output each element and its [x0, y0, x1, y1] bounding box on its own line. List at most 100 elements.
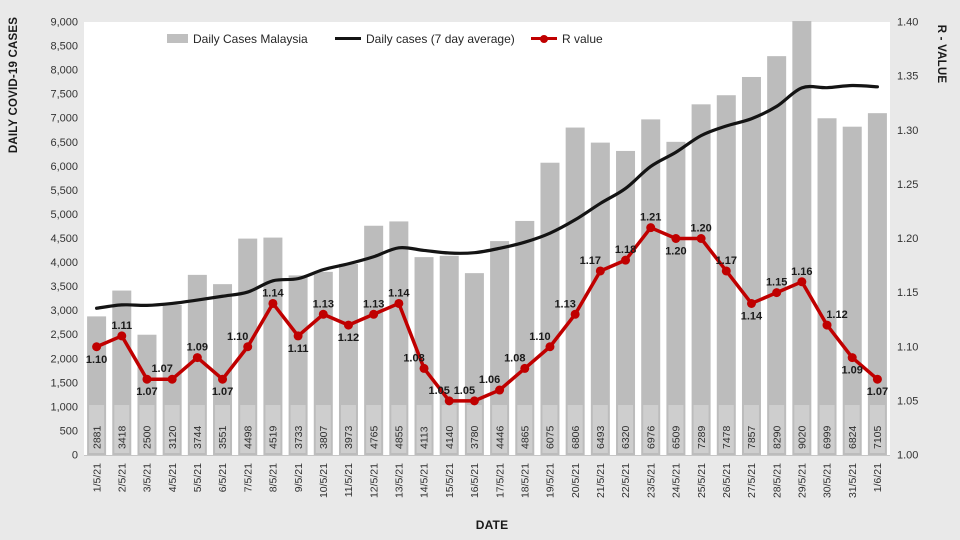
date-label: 18/5/21 [519, 463, 531, 498]
bar-value-box [542, 405, 558, 453]
r-value-point [117, 331, 127, 341]
r-value-point [671, 234, 681, 243]
date-label: 13/5/21 [394, 463, 406, 498]
bar-value-box [517, 405, 533, 453]
right-axis-tick: 1.00 [897, 450, 918, 462]
date-label: 10/5/21 [318, 463, 330, 498]
r-value-point [142, 374, 152, 384]
r-value-point [192, 353, 202, 363]
r-value-label: 1.09 [187, 342, 208, 354]
bar-value-label: 7105 [872, 425, 884, 449]
r-value-point [822, 320, 832, 330]
bar [666, 141, 686, 455]
bar-value-box [340, 405, 356, 453]
r-value-point [570, 309, 580, 319]
r-value-label: 1.07 [867, 386, 888, 398]
left-axis-tick: 4,500 [50, 233, 78, 245]
bar-value-box [492, 405, 508, 453]
bar-value-label: 3780 [469, 425, 481, 449]
bar-value-box [189, 405, 205, 453]
bar-value-label: 4140 [444, 425, 456, 449]
bar-value-label: 3973 [343, 425, 355, 449]
date-label: 2/5/21 [116, 463, 128, 492]
bar-value-box [592, 405, 608, 453]
right-axis-tick: 1.15 [897, 287, 918, 299]
r-value-point [394, 298, 404, 308]
bar-value-box [869, 405, 885, 453]
bar-value-label: 6976 [645, 425, 657, 449]
bar-value-label: 3807 [318, 425, 330, 449]
left-axis-tick: 3,500 [50, 281, 78, 293]
bar-value-box [391, 405, 407, 453]
date-label: 27/5/21 [746, 463, 758, 498]
bar-value-box [466, 405, 482, 453]
x-axis-title: DATE [475, 518, 509, 532]
date-label: 20/5/21 [570, 463, 582, 498]
right-axis-tick: 1.20 [897, 233, 918, 245]
r-value-label: 1.06 [479, 374, 500, 386]
date-label: 26/5/21 [721, 463, 733, 498]
bar-value-box [844, 405, 860, 453]
bar-value-label: 7478 [721, 425, 733, 449]
r-value-point [847, 353, 857, 363]
r-value-label: 1.07 [136, 386, 157, 398]
right-axis-tick: 1.05 [897, 395, 918, 407]
bar [263, 237, 283, 455]
bar [741, 76, 761, 455]
r-value-point [520, 363, 530, 373]
right-axis-title: R - VALUE [935, 24, 947, 84]
left-axis-tick: 4,000 [50, 257, 78, 269]
left-axis-tick: 3,000 [50, 305, 78, 317]
date-label: 31/5/21 [847, 463, 859, 498]
bar-value-label: 3733 [293, 425, 305, 449]
r-value-label: 1.11 [288, 343, 309, 355]
bar-value-box [643, 405, 659, 453]
date-label: 7/5/21 [242, 463, 254, 492]
left-axis-tick: 8,500 [50, 41, 78, 53]
bar-value-label: 7289 [696, 425, 708, 449]
bar-value-box [668, 405, 684, 453]
r-value-point [469, 396, 479, 406]
r-value-label: 1.07 [151, 363, 172, 375]
date-label: 19/5/21 [545, 463, 557, 498]
left-axis-tick: 5,500 [50, 185, 78, 197]
date-label: 23/5/21 [645, 463, 657, 498]
r-value-point [92, 342, 102, 352]
r-value-point [369, 309, 379, 319]
left-axis-tick: 7,500 [50, 89, 78, 101]
bar-value-box [718, 405, 734, 453]
date-label: 14/5/21 [419, 463, 431, 498]
bar-value-box [769, 405, 785, 453]
bar-value-box [315, 405, 331, 453]
bar [515, 220, 535, 455]
bar-value-label: 3418 [116, 425, 128, 449]
r-value-label: 1.13 [313, 298, 334, 310]
right-axis-tick: 1.30 [897, 125, 918, 137]
bar-value-box [567, 405, 583, 453]
r-value-point [721, 266, 731, 276]
left-axis-tick: 2,000 [50, 353, 78, 365]
r-value-point [797, 277, 807, 287]
bar-value-box [693, 405, 709, 453]
right-axis-tick: 1.40 [897, 17, 918, 29]
bar-value-label: 4855 [394, 425, 406, 449]
bar-value-box [819, 405, 835, 453]
bar-value-label: 4498 [242, 425, 254, 449]
r-value-point [696, 234, 706, 243]
date-label: 15/5/21 [444, 463, 456, 498]
r-value-point [293, 331, 303, 341]
date-label: 29/5/21 [797, 463, 809, 498]
bar-value-box [743, 405, 759, 453]
bar-value-label: 4113 [419, 426, 431, 449]
r-value-label: 1.14 [741, 310, 763, 322]
bar-value-label: 4519 [268, 425, 280, 449]
date-label: 3/5/21 [142, 463, 154, 492]
r-value-label: 1.12 [338, 332, 359, 344]
bar-value-box [794, 405, 810, 453]
date-label: 4/5/21 [167, 463, 179, 492]
r-value-label: 1.17 [580, 255, 601, 267]
bar [867, 113, 887, 455]
date-label: 5/5/21 [192, 463, 204, 492]
r-value-label: 1.05 [454, 385, 475, 397]
